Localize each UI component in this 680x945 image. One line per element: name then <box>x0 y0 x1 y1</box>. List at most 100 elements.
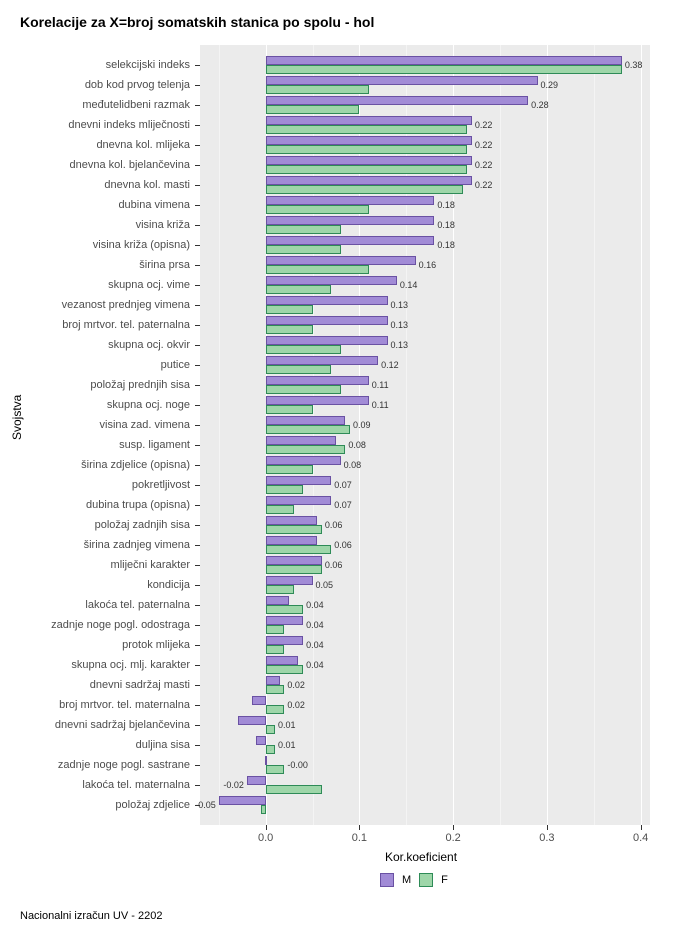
bar-f <box>266 165 468 174</box>
bar-m <box>266 76 538 85</box>
bar-f <box>266 465 313 474</box>
minor-gridline <box>219 45 220 825</box>
category-tick <box>195 445 200 446</box>
value-label: 0.11 <box>372 380 389 390</box>
category-label: širina zadnjeg vimena <box>0 535 190 555</box>
category-label: položaj zadnjih sisa <box>0 515 190 535</box>
bar-f <box>266 505 294 514</box>
category-tick <box>195 685 200 686</box>
legend: MF <box>380 873 448 887</box>
bar-f <box>266 705 285 714</box>
category-label: dnevna kol. bjelančevina <box>0 155 190 175</box>
bar-f <box>266 385 341 394</box>
category-tick <box>195 85 200 86</box>
category-tick <box>195 265 200 266</box>
bar-f <box>266 565 322 574</box>
major-gridline <box>641 45 642 825</box>
category-tick <box>195 385 200 386</box>
value-label: 0.29 <box>541 80 559 90</box>
category-label: lakoća tel. maternalna <box>0 775 190 795</box>
value-label: -0.02 <box>223 780 244 790</box>
bar-f <box>266 445 346 454</box>
bar-m <box>266 636 304 645</box>
bar-m <box>266 176 472 185</box>
bar-f <box>266 485 304 494</box>
value-label: 0.11 <box>372 400 389 410</box>
category-label: pokretljivost <box>0 475 190 495</box>
category-tick <box>195 285 200 286</box>
category-label: dubina trupa (opisna) <box>0 495 190 515</box>
category-tick <box>195 345 200 346</box>
bar-m <box>266 476 332 485</box>
category-label: skupna ocj. noge <box>0 395 190 415</box>
category-tick <box>195 245 200 246</box>
value-label: 0.04 <box>306 620 324 630</box>
bar-m <box>266 556 322 565</box>
bar-f <box>266 125 468 134</box>
bar-m <box>266 356 379 365</box>
bar-f <box>266 265 369 274</box>
category-tick <box>195 805 200 806</box>
bar-f <box>266 345 341 354</box>
bar-m <box>247 776 266 785</box>
bar-f <box>266 405 313 414</box>
value-label: 0.13 <box>391 320 409 330</box>
bar-m <box>265 756 267 765</box>
bar-f <box>266 545 332 554</box>
value-label: 0.13 <box>391 340 409 350</box>
category-label: visina križa <box>0 215 190 235</box>
category-tick <box>195 465 200 466</box>
major-gridline <box>547 45 548 825</box>
bar-f <box>266 105 360 114</box>
value-label: 0.02 <box>287 700 305 710</box>
category-tick <box>195 185 200 186</box>
value-label: 0.08 <box>348 440 366 450</box>
bar-m <box>266 216 435 225</box>
bar-f <box>266 205 369 214</box>
category-label: visina zad. vimena <box>0 415 190 435</box>
category-tick <box>195 605 200 606</box>
category-label: zadnje noge pogl. odostraga <box>0 615 190 635</box>
category-tick <box>195 125 200 126</box>
bar-f <box>266 625 285 634</box>
category-tick <box>195 105 200 106</box>
x-tick-label: 0.0 <box>258 832 273 844</box>
bar-f <box>266 225 341 234</box>
x-tick-mark <box>547 825 548 830</box>
category-label: kondicija <box>0 575 190 595</box>
bar-f <box>266 285 332 294</box>
category-label: dnevni indeks mliječnosti <box>0 115 190 135</box>
chart-title: Korelacije za X=broj somatskih stanica p… <box>20 14 374 30</box>
plot-area: 0.380.290.280.220.220.220.220.180.180.18… <box>200 45 650 825</box>
x-tick-label: 0.1 <box>352 832 367 844</box>
bar-f <box>266 685 285 694</box>
minor-gridline <box>594 45 595 825</box>
bar-m <box>266 116 472 125</box>
bar-m <box>266 196 435 205</box>
bar-m <box>256 736 265 745</box>
bar-f <box>261 805 266 814</box>
category-label: skupna ocj. okvir <box>0 335 190 355</box>
category-label: lakoća tel. paternalna <box>0 595 190 615</box>
category-label: dnevni sadržaj bjelančevina <box>0 715 190 735</box>
bar-f <box>266 185 463 194</box>
value-label: 0.14 <box>400 280 418 290</box>
category-tick <box>195 765 200 766</box>
bar-m <box>219 796 266 805</box>
category-label: dnevna kol. masti <box>0 175 190 195</box>
value-label: 0.04 <box>306 660 324 670</box>
bar-m <box>266 336 388 345</box>
category-tick <box>195 325 200 326</box>
category-tick <box>195 145 200 146</box>
bar-f <box>266 325 313 334</box>
bar-m <box>266 576 313 585</box>
category-label: međutelidbeni razmak <box>0 95 190 115</box>
bar-f <box>266 425 350 434</box>
category-tick <box>195 525 200 526</box>
category-tick <box>195 365 200 366</box>
bar-f <box>266 665 304 674</box>
value-label: 0.06 <box>325 560 343 570</box>
category-label: položaj zdjelice <box>0 795 190 815</box>
value-label: 0.22 <box>475 180 493 190</box>
bar-f <box>266 605 304 614</box>
